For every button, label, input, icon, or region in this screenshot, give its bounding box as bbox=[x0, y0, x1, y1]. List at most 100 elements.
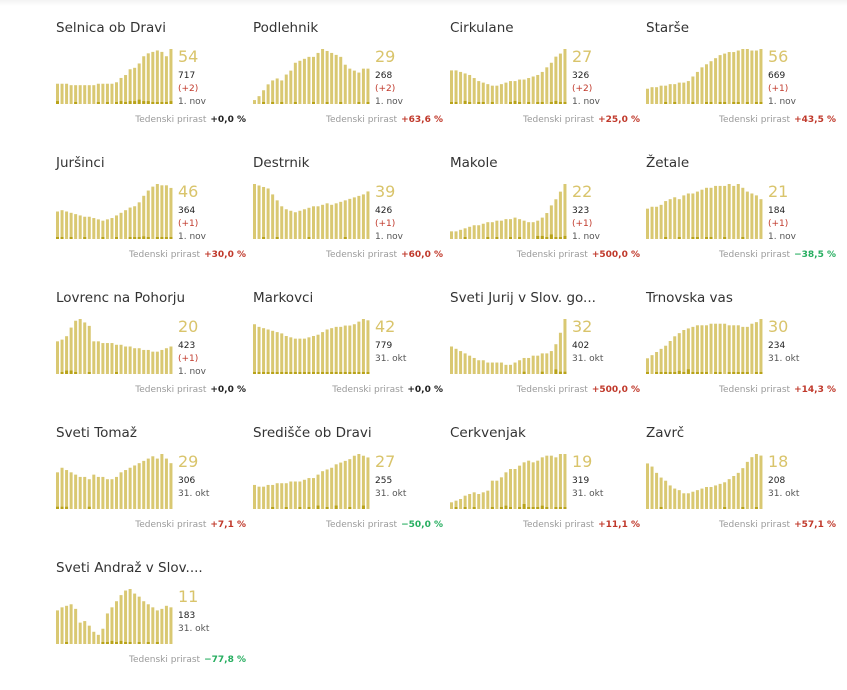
bar bbox=[146, 53, 150, 104]
bar-new bbox=[659, 372, 663, 374]
bar-new bbox=[253, 372, 256, 374]
bar-new bbox=[714, 372, 718, 374]
bar bbox=[316, 52, 320, 104]
bar bbox=[518, 465, 522, 509]
bar bbox=[454, 231, 458, 239]
bar-new bbox=[137, 99, 141, 104]
bar bbox=[128, 69, 132, 104]
municipality-card: Središče ob Dravi 27 255 31. okt Tedenski pr… bbox=[253, 425, 443, 555]
bar bbox=[450, 502, 453, 509]
bar bbox=[298, 338, 302, 374]
bar bbox=[133, 206, 137, 239]
bar-new bbox=[558, 371, 562, 374]
bar-new bbox=[293, 372, 297, 374]
bar bbox=[677, 333, 681, 374]
bar bbox=[160, 185, 164, 239]
bar bbox=[563, 49, 567, 104]
bar bbox=[504, 219, 508, 239]
bar bbox=[142, 56, 146, 104]
big-number: 29 bbox=[178, 452, 199, 471]
bar-new bbox=[316, 505, 320, 509]
bar bbox=[361, 68, 365, 104]
weekly-growth-label: Tedenski prirast bbox=[523, 115, 595, 125]
bar-new bbox=[686, 369, 690, 374]
bar-new bbox=[531, 507, 535, 509]
bar-new bbox=[312, 102, 315, 104]
bar-new bbox=[468, 102, 472, 104]
big-number: 27 bbox=[572, 47, 593, 66]
bar bbox=[558, 332, 562, 374]
bar bbox=[74, 214, 78, 239]
bar-new bbox=[563, 507, 567, 509]
bar bbox=[321, 49, 325, 104]
bar bbox=[695, 71, 699, 104]
bar bbox=[169, 187, 173, 239]
bar-new bbox=[536, 102, 540, 104]
bar bbox=[463, 73, 467, 104]
bar bbox=[495, 220, 499, 239]
bar-new bbox=[536, 507, 540, 509]
bar-new bbox=[691, 102, 695, 104]
bar bbox=[56, 472, 59, 509]
weekly-growth: Tedenski prirast +25,0 % bbox=[523, 115, 640, 125]
bar bbox=[275, 483, 279, 509]
bar bbox=[289, 70, 293, 104]
municipality-card: Sveti Tomaž 29 306 31. okt Tedenski prirast +… bbox=[56, 425, 246, 555]
bar bbox=[137, 202, 141, 239]
bar-new bbox=[321, 372, 325, 374]
bar bbox=[531, 462, 535, 509]
bar bbox=[450, 346, 453, 374]
bar bbox=[293, 62, 297, 104]
bar bbox=[325, 203, 329, 239]
bar-new bbox=[307, 372, 311, 374]
big-number: 29 bbox=[375, 47, 396, 66]
bar bbox=[83, 476, 87, 509]
bar-new bbox=[682, 372, 686, 374]
bar-new bbox=[262, 372, 266, 374]
bar-new bbox=[146, 101, 150, 104]
bar bbox=[146, 458, 150, 509]
municipality-card: Makole 22 323 (+1) 1. nov Tedenski prirast +50… bbox=[450, 155, 640, 285]
bar-new bbox=[664, 372, 668, 374]
bar bbox=[343, 200, 347, 239]
bar bbox=[142, 349, 146, 374]
bar-new bbox=[718, 372, 722, 374]
bar-new bbox=[128, 101, 132, 104]
bar-new bbox=[705, 372, 708, 374]
bar-new bbox=[343, 237, 347, 239]
bar-new bbox=[558, 237, 562, 239]
bar bbox=[759, 319, 763, 374]
bar-chart bbox=[253, 319, 370, 374]
bar bbox=[119, 344, 123, 374]
bar-new bbox=[115, 237, 118, 239]
bar bbox=[69, 85, 73, 104]
bar bbox=[266, 329, 270, 374]
bar-new bbox=[549, 234, 553, 239]
municipality-name: Sveti Andraž v Slov.... bbox=[56, 560, 203, 576]
bar-new bbox=[56, 506, 59, 509]
bar-new bbox=[302, 372, 306, 374]
bar bbox=[700, 189, 704, 239]
bar-new bbox=[509, 507, 512, 509]
big-number: 46 bbox=[178, 182, 199, 201]
bar-new bbox=[60, 506, 64, 509]
bar-new bbox=[160, 102, 164, 104]
bar bbox=[477, 494, 481, 509]
bar bbox=[280, 333, 284, 374]
total-count: 779 bbox=[375, 341, 393, 351]
bar bbox=[554, 199, 558, 239]
bar bbox=[668, 341, 672, 374]
bar-chart bbox=[56, 49, 173, 104]
bar bbox=[705, 187, 708, 239]
weekly-growth-label: Tedenski prirast bbox=[135, 520, 207, 530]
bar bbox=[504, 82, 508, 104]
bar-new bbox=[554, 237, 558, 239]
municipality-card: Sveti Jurij v Slov. go... 32 402 31. okt Ted… bbox=[450, 290, 640, 420]
daily-delta: (+2) bbox=[375, 84, 396, 94]
bar bbox=[499, 84, 503, 104]
bar bbox=[321, 471, 325, 509]
bar-new bbox=[316, 372, 320, 374]
bar bbox=[477, 225, 481, 239]
bar bbox=[673, 488, 677, 509]
total-count: 183 bbox=[178, 611, 196, 621]
